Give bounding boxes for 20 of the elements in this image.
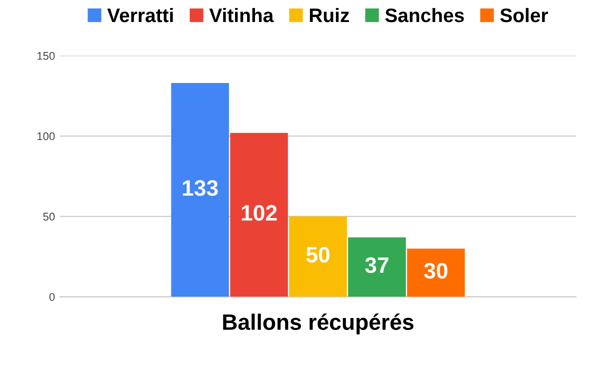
legend-label: Sanches — [385, 8, 464, 22]
y-tick-label: 100 — [37, 132, 55, 140]
x-tick-label: Ballons récupérés — [223, 313, 414, 334]
bar — [348, 237, 406, 297]
data-label: 133 — [182, 180, 218, 196]
data-label: 50 — [306, 246, 330, 263]
legend-label: Verratti — [107, 8, 173, 22]
legend-label: Vitinha — [209, 8, 274, 22]
data-label: 30 — [424, 262, 448, 279]
bar — [289, 216, 347, 297]
legend-label: Soler — [500, 8, 548, 22]
bar — [407, 248, 465, 297]
data-label: 37 — [365, 257, 388, 274]
legend-label: Ruiz — [310, 8, 349, 22]
y-tick-label: 50 — [43, 212, 55, 221]
data-label: 102 — [242, 205, 277, 221]
y-tick-label: 0 — [49, 293, 55, 301]
y-tick-label: 150 — [37, 52, 55, 60]
bar — [171, 82, 229, 297]
bar — [230, 132, 288, 297]
